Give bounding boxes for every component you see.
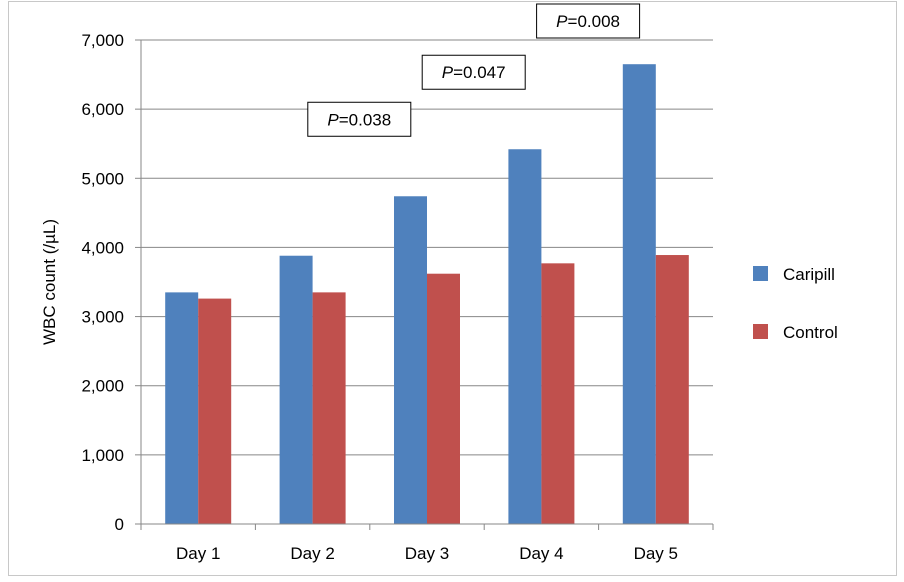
y-tick-label: 7,000 xyxy=(81,31,124,50)
p-value-box: P=0.008 xyxy=(536,3,641,39)
x-tick-label: Day 4 xyxy=(519,544,563,563)
p-value-box-border xyxy=(536,3,641,39)
bar-control-day-3 xyxy=(427,273,460,524)
y-tick-label: 5,000 xyxy=(81,169,124,188)
y-tick-label: 6,000 xyxy=(81,100,124,119)
legend: Caripill Control xyxy=(753,265,838,342)
p-value: =0.008 xyxy=(568,12,620,31)
bar-caripill-day-4 xyxy=(508,149,542,524)
y-tick-labels: 0 1,000 2,000 3,000 4,000 5,000 6,000 7,000 xyxy=(81,31,124,534)
p-value-box: P=0.038 xyxy=(307,101,412,137)
p-value-label: P=0.008 xyxy=(556,12,620,31)
legend-swatch-caripill xyxy=(753,266,768,281)
legend-label-caripill: Caripill xyxy=(783,265,835,284)
legend-swatch-control xyxy=(753,324,768,339)
p-value-label: P=0.038 xyxy=(327,110,391,129)
bar-control-day-4 xyxy=(541,263,575,524)
bar-control-day-2 xyxy=(312,292,346,524)
y-tick-label: 4,000 xyxy=(81,238,124,257)
p-symbol: P xyxy=(327,110,339,129)
x-tick-label: Day 5 xyxy=(634,544,678,563)
y-tick-label: 0 xyxy=(115,515,124,534)
p-value-box-border xyxy=(307,101,412,137)
x-tick-label: Day 2 xyxy=(290,544,334,563)
legend-label-control: Control xyxy=(783,323,838,342)
x-tick-labels: Day 1 Day 2 Day 3 Day 4 Day 5 xyxy=(176,544,678,563)
bar-caripill-day-1 xyxy=(165,292,199,524)
p-value: =0.038 xyxy=(339,110,391,129)
x-tick-label: Day 1 xyxy=(176,544,220,563)
y-tick-label: 3,000 xyxy=(81,308,124,327)
y-axis-title: WBC count (/µL) xyxy=(40,219,59,345)
gridlines xyxy=(141,39,713,456)
p-value: =0.047 xyxy=(453,63,505,82)
p-value-label: P=0.047 xyxy=(442,63,506,82)
x-tick-label: Day 3 xyxy=(405,544,449,563)
axes xyxy=(135,39,714,530)
bar-control-day-1 xyxy=(198,298,232,524)
bar-caripill-day-3 xyxy=(394,196,427,524)
p-value-box: P=0.047 xyxy=(421,54,526,90)
p-symbol: P xyxy=(442,63,454,82)
p-value-box-border xyxy=(421,54,526,90)
p-symbol: P xyxy=(556,12,568,31)
bars xyxy=(165,64,689,524)
bar-control-day-5 xyxy=(655,255,689,524)
y-tick-label: 2,000 xyxy=(81,377,124,396)
bar-caripill-day-2 xyxy=(279,255,313,524)
y-tick-label: 1,000 xyxy=(81,446,124,465)
bar-caripill-day-5 xyxy=(622,64,656,524)
